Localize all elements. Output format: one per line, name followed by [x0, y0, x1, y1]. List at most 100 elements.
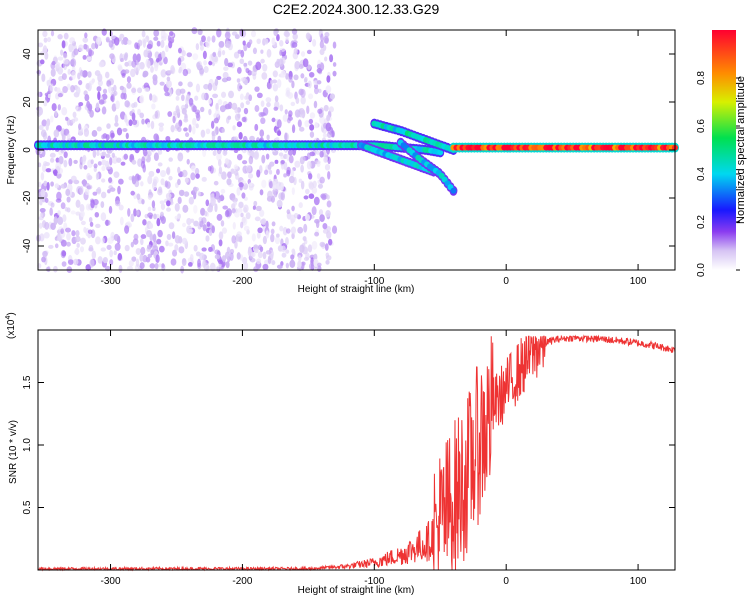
noise-point [304, 213, 311, 221]
noise-point [304, 188, 310, 195]
noise-point [250, 30, 257, 38]
noise-point [218, 231, 224, 240]
noise-point [309, 151, 316, 157]
noise-point [286, 166, 291, 175]
noise-point [109, 53, 115, 60]
noise-point [124, 100, 130, 108]
noise-point [312, 39, 317, 47]
noise-point [54, 183, 60, 189]
noise-point [157, 186, 163, 194]
noise-point [150, 65, 154, 73]
noise-point [139, 61, 145, 70]
noise-point [302, 236, 307, 242]
noise-point [160, 69, 167, 78]
noise-point [60, 183, 67, 189]
noise-point [133, 101, 138, 108]
noise-point [291, 232, 295, 240]
noise-point [210, 197, 216, 206]
noise-point [230, 168, 235, 174]
noise-point [151, 94, 157, 103]
noise-point [176, 108, 181, 115]
noise-point [242, 256, 248, 265]
noise-point [197, 258, 201, 268]
colorbar-tick-label: 0.4 [696, 167, 707, 181]
noise-point [102, 88, 108, 95]
noise-point [327, 156, 331, 165]
noise-point [41, 220, 47, 229]
noise-point [264, 38, 269, 45]
noise-point [239, 93, 244, 101]
noise-point [224, 251, 231, 260]
noise-point [165, 240, 169, 247]
noise-point [44, 51, 49, 60]
noise-point [108, 85, 112, 94]
noise-point [186, 158, 190, 165]
noise-point [60, 202, 66, 210]
noise-point [151, 181, 157, 190]
noise-point [96, 71, 101, 78]
noise-point [154, 262, 159, 270]
noise-point [325, 252, 330, 258]
noise-point [326, 194, 330, 200]
noise-point [87, 175, 93, 181]
noise-point [240, 49, 245, 58]
noise-point [146, 244, 152, 250]
noise-point [281, 252, 287, 258]
noise-point [152, 74, 158, 82]
noise-point [74, 104, 79, 111]
noise-point [297, 254, 302, 262]
noise-point [245, 100, 250, 106]
noise-point [262, 235, 267, 245]
noise-point [274, 236, 281, 245]
noise-point [106, 80, 112, 87]
noise-point [133, 66, 138, 73]
noise-point [319, 176, 325, 184]
noise-point [318, 88, 322, 94]
noise-point [156, 218, 161, 227]
noise-point [153, 29, 160, 37]
noise-point [278, 152, 284, 157]
noise-point [323, 156, 328, 163]
noise-point [196, 113, 201, 122]
noise-point [137, 174, 142, 181]
noise-point [202, 224, 207, 232]
noise-point [188, 97, 194, 106]
noise-point [231, 102, 238, 110]
noise-point [177, 178, 181, 186]
noise-point [42, 250, 48, 258]
noise-point [289, 259, 296, 268]
noise-point [71, 70, 76, 80]
noise-point [100, 212, 107, 222]
noise-point [98, 61, 105, 68]
snr-multiplier-base: (x10 [6, 319, 17, 339]
noise-point [249, 182, 253, 187]
noise-point [104, 71, 110, 79]
noise-point [153, 213, 157, 220]
noise-point [205, 128, 211, 135]
noise-point [304, 120, 310, 128]
noise-point [126, 76, 131, 84]
noise-point [41, 73, 46, 83]
noise-point [231, 197, 238, 203]
noise-point [190, 172, 196, 181]
noise-point [253, 150, 260, 160]
noise-point [50, 222, 56, 230]
noise-point [113, 250, 117, 256]
noise-point [65, 227, 72, 233]
noise-point [225, 261, 230, 269]
noise-point [88, 216, 93, 223]
noise-point [240, 102, 245, 109]
noise-point [165, 192, 172, 200]
noise-point [188, 124, 192, 133]
noise-point [40, 172, 45, 181]
noise-point [68, 43, 74, 53]
noise-point [50, 202, 55, 208]
noise-point [276, 79, 282, 88]
noise-point [261, 218, 267, 226]
noise-point [271, 260, 276, 266]
noise-point [125, 132, 129, 140]
noise-point [308, 263, 314, 270]
colorbar-tick-label: 0.2 [696, 215, 707, 229]
